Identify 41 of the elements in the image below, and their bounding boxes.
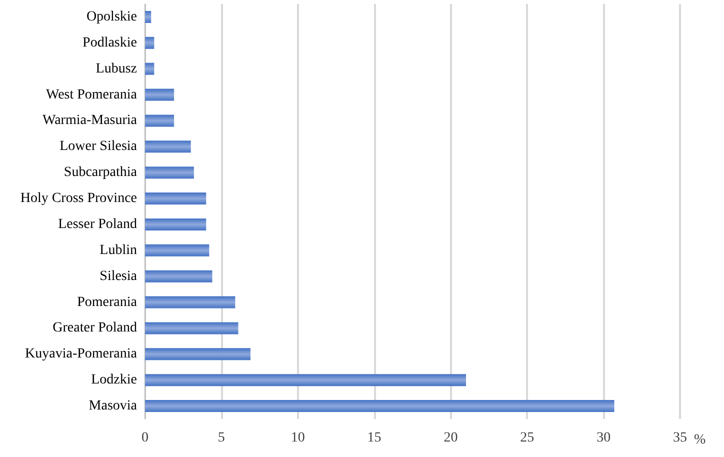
bar	[145, 374, 466, 386]
y-tick-label: Masovia	[88, 398, 138, 414]
y-tick-label: Warmia-Masuria	[42, 113, 138, 128]
y-tick-label: Lodzkie	[91, 372, 137, 388]
bar	[145, 10, 152, 23]
bar	[145, 244, 210, 256]
y-tick-label: Lublin	[100, 242, 137, 258]
bar	[145, 322, 238, 334]
bar	[145, 88, 174, 101]
y-tick-label: Holy Cross Province	[20, 191, 137, 206]
bar	[145, 114, 174, 127]
bar	[145, 218, 206, 230]
y-tick-label: West Pomerania	[46, 87, 138, 102]
bar	[145, 140, 191, 153]
y-tick-label: Greater Poland	[52, 320, 137, 336]
bar	[145, 62, 154, 75]
y-tick-label: Lower Silesia	[60, 139, 138, 154]
x-tick-label: 5	[218, 430, 225, 446]
x-tick-label: 30	[596, 430, 611, 446]
bar	[145, 166, 194, 179]
x-tick-label: 25	[520, 430, 534, 446]
x-axis-title: %	[694, 432, 706, 448]
y-tick-label: Lubusz	[96, 61, 137, 76]
x-tick-label: 35	[673, 430, 687, 446]
bar	[145, 192, 206, 205]
y-tick-label: Pomerania	[77, 294, 138, 310]
y-tick-label: Subcarpathia	[64, 165, 138, 180]
bar	[145, 348, 250, 360]
bar	[145, 400, 614, 412]
x-tick-label: 20	[444, 430, 458, 446]
x-tick-label: 10	[290, 430, 305, 446]
bar	[145, 296, 236, 308]
y-tick-label: Lesser Poland	[58, 216, 137, 232]
x-tick-label: 0	[142, 430, 148, 446]
y-tick-label: Podlaskie	[82, 35, 137, 50]
bar	[145, 270, 212, 282]
x-tick-label: 15	[367, 430, 382, 446]
bar	[145, 36, 154, 49]
y-tick-label: Opolskie	[86, 9, 137, 24]
y-tick-label: Kuyavia-Pomerania	[25, 346, 138, 362]
y-tick-label: Silesia	[100, 268, 138, 284]
